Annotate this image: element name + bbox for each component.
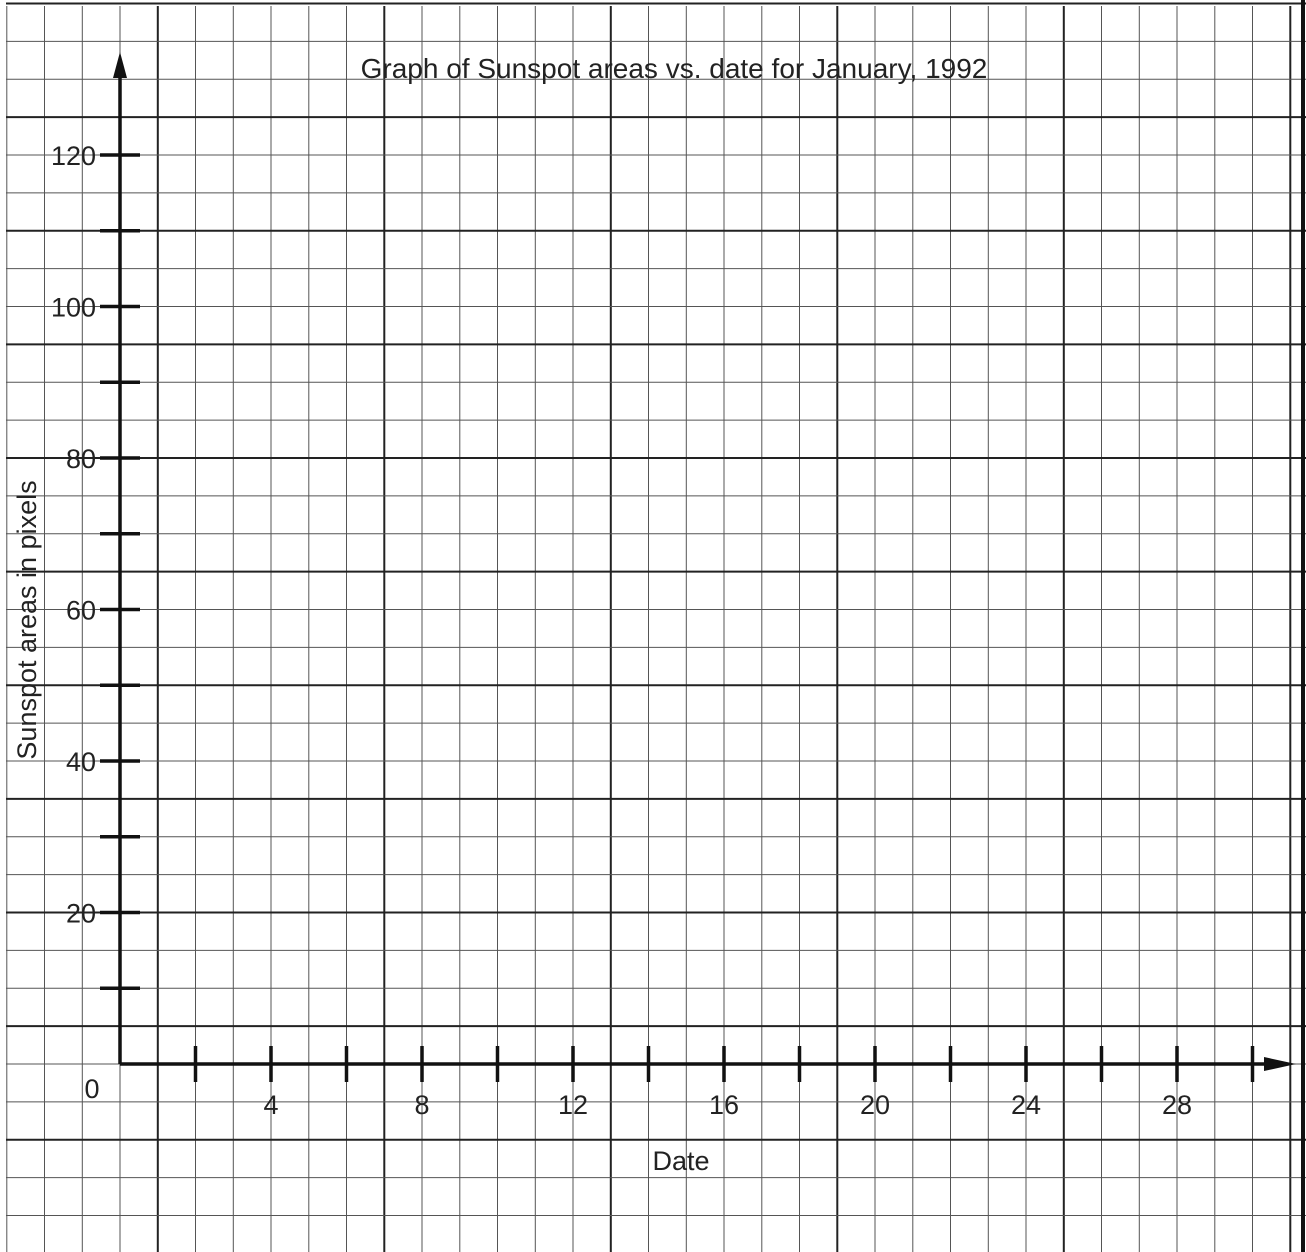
y-tick-label: 20 [66, 899, 96, 929]
x-tick-label: 24 [1011, 1090, 1041, 1120]
x-tick-label: 12 [558, 1090, 588, 1120]
y-axis-arrow [113, 52, 127, 78]
x-axis-label: Date [652, 1146, 709, 1176]
chart-title: Graph of Sunspot areas vs. date for Janu… [361, 53, 988, 84]
axis-tick-labels: 4 8 12 16 20 24 28 120 100 80 60 40 20 [51, 141, 1192, 1120]
origin-label: 0 [84, 1074, 99, 1104]
x-tick-label: 4 [263, 1090, 278, 1120]
axis-ticks [100, 153, 1255, 1082]
y-axis-label: Sunspot areas in pixels [12, 480, 42, 759]
x-tick-label: 8 [414, 1090, 429, 1120]
axes [113, 52, 1296, 1071]
y-tick-label: 60 [66, 596, 96, 626]
y-tick-label: 100 [51, 293, 96, 323]
x-tick-label: 28 [1162, 1090, 1192, 1120]
y-tick-label: 40 [66, 747, 96, 777]
y-tick-label: 120 [51, 141, 96, 171]
x-tick-label: 16 [709, 1090, 739, 1120]
x-tick-label: 20 [860, 1090, 890, 1120]
x-axis-arrow [1264, 1057, 1296, 1071]
y-tick-label: 80 [66, 444, 96, 474]
